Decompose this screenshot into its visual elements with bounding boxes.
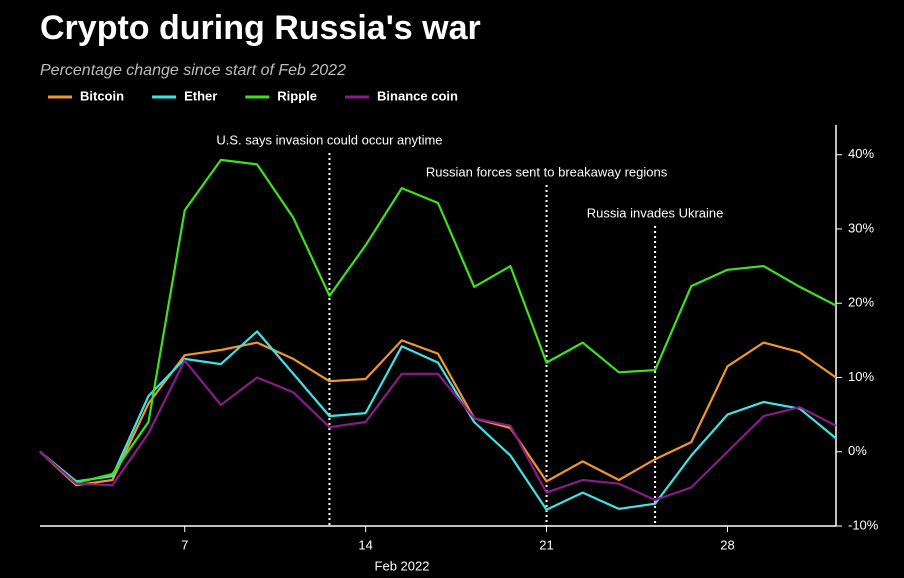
series-line <box>39 330 837 511</box>
chart-subtitle: Percentage change since start of Feb 202… <box>40 62 346 79</box>
x-tick-label: 28 <box>720 537 734 552</box>
legend-label: Binance coin <box>377 88 458 103</box>
legend-label: Ripple <box>277 88 317 103</box>
chart-title: Crypto during Russia's war <box>40 9 481 47</box>
y-tick-label: 10% <box>848 369 874 384</box>
annotation-label: Russia invades Ukraine <box>587 205 724 220</box>
x-tick-label: 14 <box>358 537 372 552</box>
x-axis-label: Feb 2022 <box>375 558 430 573</box>
legend-label: Ether <box>184 88 217 103</box>
annotation-label: Russian forces sent to breakaway regions <box>426 164 668 179</box>
series-line <box>39 158 837 484</box>
y-tick-label: 30% <box>848 220 874 235</box>
y-tick-label: 20% <box>848 295 874 310</box>
x-tick-label: 21 <box>539 537 553 552</box>
x-tick-label: 7 <box>181 537 188 552</box>
y-tick-label: -10% <box>848 517 879 532</box>
series-line <box>39 359 837 502</box>
y-tick-label: 0% <box>848 443 867 458</box>
legend-label: Bitcoin <box>80 88 124 103</box>
annotation-label: U.S. says invasion could occur anytime <box>216 132 442 147</box>
y-tick-label: 40% <box>848 146 874 161</box>
